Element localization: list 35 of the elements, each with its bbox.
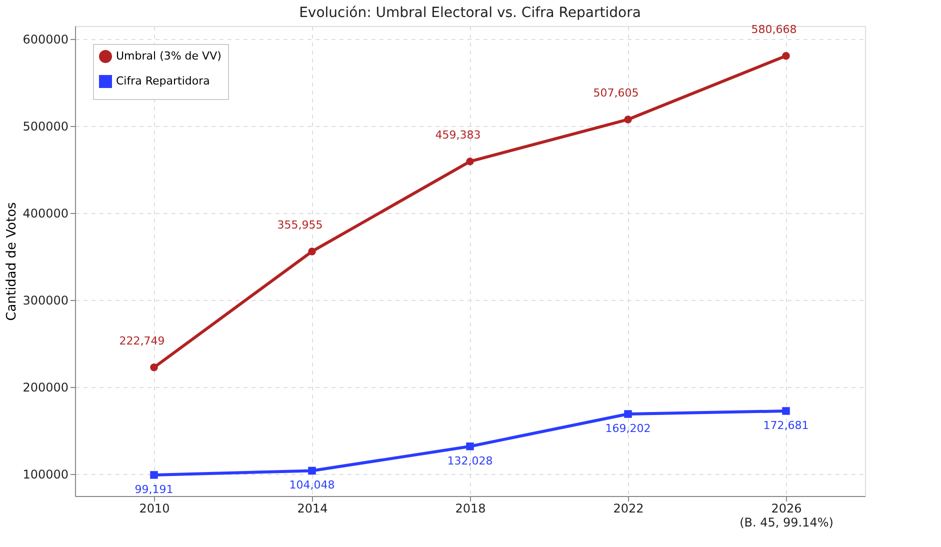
data-label: 132,028 [447,454,493,468]
point [466,442,474,450]
point [308,466,316,475]
legend-label: Cifra Repartidora [116,74,210,88]
point [466,158,474,166]
y-axis-title: Cantidad de Votos [4,202,20,321]
y-tick-label: 500000 [22,120,68,134]
data-label: 169,202 [605,422,651,436]
x-tick-label: 2022 [613,502,644,516]
data-label: 507,605 [593,86,639,100]
point [782,52,790,60]
data-label: 580,668 [751,22,797,36]
x-tick-label: 2026 (B. 45, 99.14%) [740,502,834,530]
data-label: 222,749 [119,334,165,348]
data-label: 104,048 [289,478,335,492]
point [150,471,158,479]
point [150,364,158,372]
x-tick-label: 2018 [455,502,486,516]
data-label: 355,955 [277,218,323,232]
y-tick-label: 600000 [22,32,68,47]
y-tick-label: 100000 [22,468,68,482]
point [782,407,790,415]
y-tick-label: 300000 [22,294,68,308]
point [308,248,316,256]
chart-title: Evolución: Umbral Electoral vs. Cifra Repartidora [299,4,641,21]
data-label: 459,383 [435,128,481,142]
data-label: 172,681 [763,418,809,432]
legend-label: Umbral (3% de VV) [116,50,222,62]
x-tick-label: 2010 [139,502,170,516]
data-label: 99,191 [134,482,174,496]
point [624,410,632,418]
point [624,116,632,124]
y-tick-label: 200000 [22,380,68,395]
y-tick-label: 400000 [22,206,68,221]
x-tick-label: 2014 [297,502,328,516]
